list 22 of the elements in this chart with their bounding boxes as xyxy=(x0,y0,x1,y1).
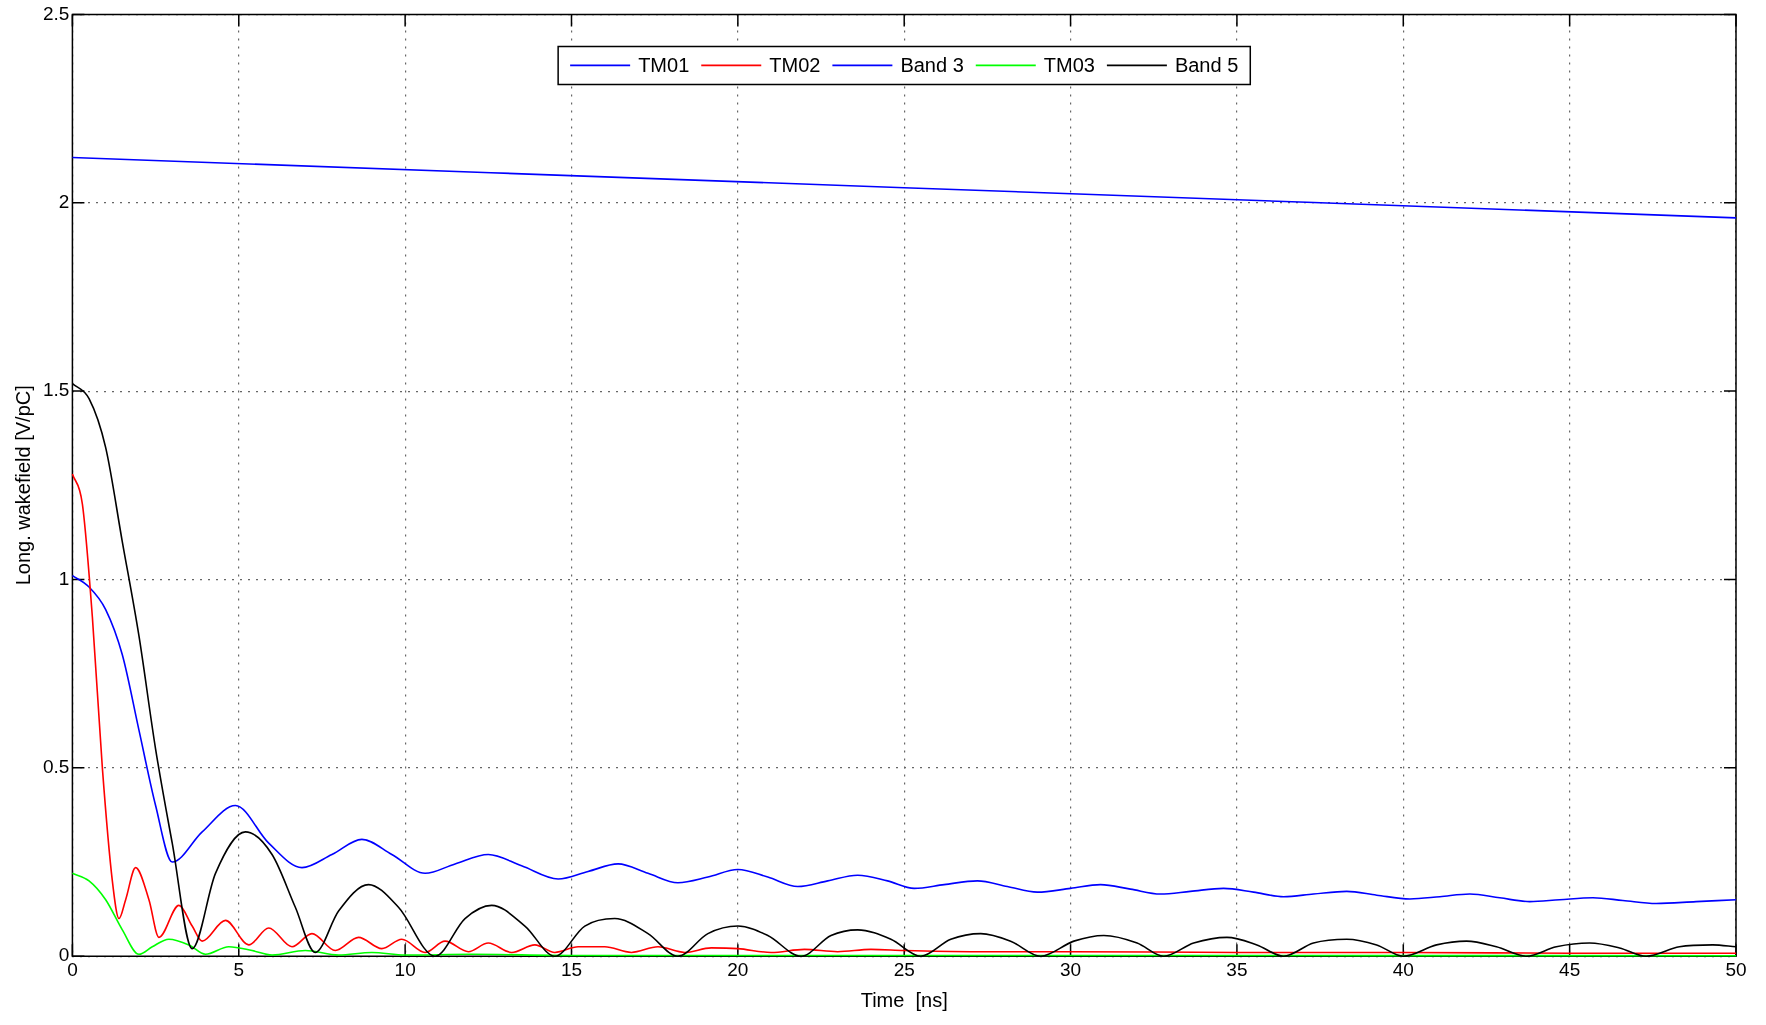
y-tick-label: 2 xyxy=(58,190,70,212)
x-tick-label: 40 xyxy=(1392,958,1414,980)
x-tick-label: 45 xyxy=(1559,958,1581,980)
legend-label: TM03 xyxy=(1043,53,1095,76)
legend-label: Band 5 xyxy=(1174,53,1239,76)
x-tick-label: 50 xyxy=(1725,958,1747,980)
legend-label: TM02 xyxy=(769,53,821,76)
y-tick-label: 0.5 xyxy=(42,756,70,778)
legend-label: TM01 xyxy=(638,53,690,76)
x-tick-label: 15 xyxy=(560,958,583,980)
legend-label: Band 3 xyxy=(900,53,964,76)
y-axis-title: Long. wakefield [V/pC] xyxy=(11,385,34,586)
x-tick-label: 10 xyxy=(394,958,416,980)
x-tick-label: 20 xyxy=(727,958,749,980)
x-tick-label: 30 xyxy=(1059,958,1082,980)
y-tick-label: 1.5 xyxy=(42,379,70,401)
y-tick-label: 2.5 xyxy=(42,2,70,24)
y-tick-label: 1 xyxy=(58,567,70,589)
x-tick-label: 35 xyxy=(1226,958,1248,980)
x-tick-label: 25 xyxy=(893,958,915,980)
x-axis-title: Time [ns] xyxy=(860,988,948,1011)
x-tick-label: 5 xyxy=(233,958,245,980)
